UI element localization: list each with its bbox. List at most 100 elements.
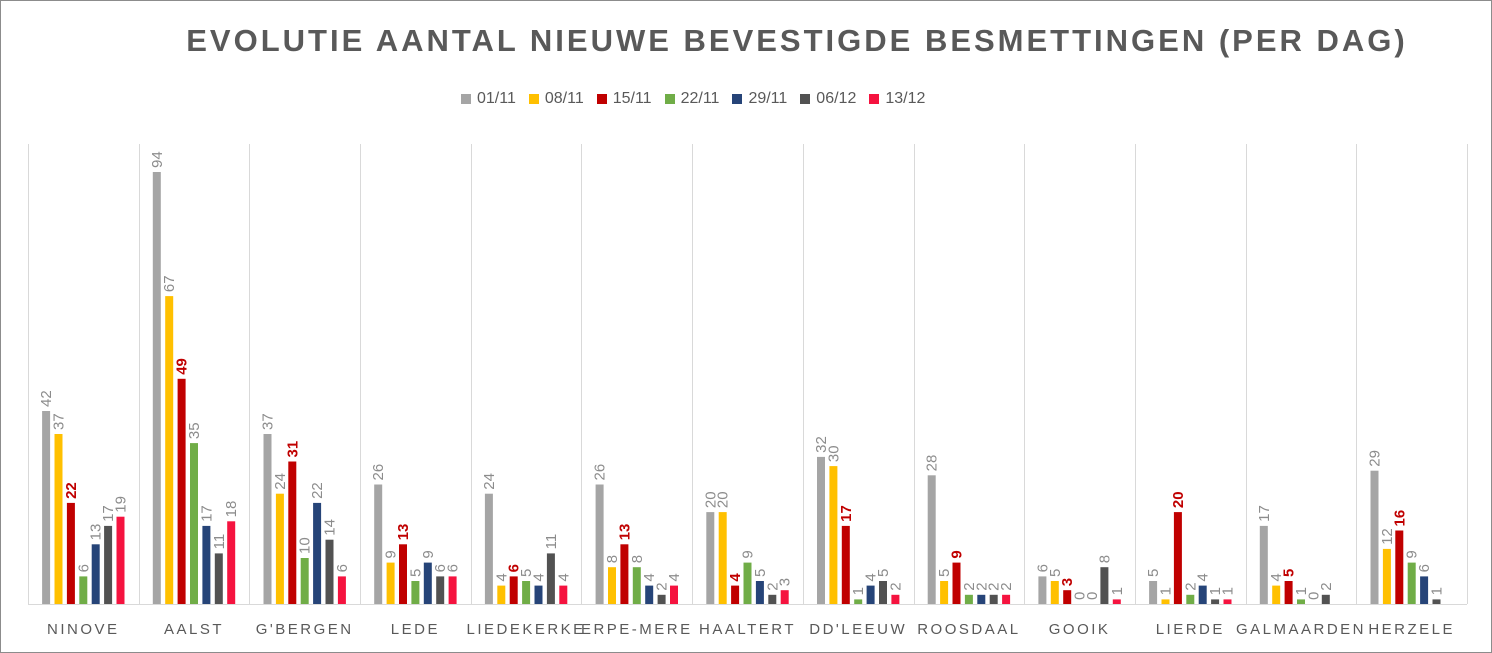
legend-swatch <box>869 94 880 104</box>
data-label: 0 <box>1084 592 1101 600</box>
category-label: NINOVE <box>47 621 120 638</box>
data-label: 35 <box>186 422 203 439</box>
data-label: 2 <box>1318 582 1335 590</box>
bar <box>1063 590 1072 604</box>
bar <box>116 516 125 604</box>
bar <box>1284 581 1293 604</box>
legend-label: 06/12 <box>816 90 857 107</box>
bar <box>1382 548 1391 604</box>
data-label: 17 <box>198 505 215 522</box>
data-label: 17 <box>1256 505 1273 522</box>
legend-item: 08/11 <box>528 90 584 108</box>
data-label: 4 <box>493 573 510 581</box>
bar <box>79 576 88 604</box>
data-label: 1 <box>1293 587 1310 595</box>
bar <box>1407 562 1416 604</box>
data-label: 4 <box>531 573 548 581</box>
bar <box>436 576 445 604</box>
data-label: 26 <box>370 464 387 481</box>
bar <box>1161 599 1170 604</box>
bar <box>1186 594 1195 604</box>
bar <box>1432 599 1441 604</box>
bar <box>977 594 986 604</box>
bar <box>546 553 555 604</box>
data-label: 4 <box>1195 573 1212 581</box>
bar <box>1050 581 1059 604</box>
data-label: 6 <box>334 564 351 572</box>
category-label: ERPE-MERE <box>581 621 693 638</box>
bar <box>595 484 604 604</box>
data-label: 42 <box>38 390 55 407</box>
data-label: 4 <box>727 573 744 582</box>
data-label: 8 <box>1096 555 1113 563</box>
bar <box>768 594 777 604</box>
bar <box>1100 567 1109 604</box>
bar <box>399 544 407 604</box>
category-label: GALMAARDEN <box>1236 621 1366 638</box>
bar <box>657 594 666 604</box>
bar <box>879 581 887 604</box>
legend: 01/11 08/11 15/11 22/11 29/11 06/12 13/12 <box>461 89 938 109</box>
legend-swatch <box>800 94 811 104</box>
bar <box>1272 585 1281 604</box>
bar <box>1112 599 1121 604</box>
bar <box>104 525 113 604</box>
bar <box>731 585 740 604</box>
bar <box>497 585 506 604</box>
data-label: 11 <box>543 534 560 550</box>
data-label: 10 <box>297 537 314 554</box>
data-label: 0 <box>1072 592 1089 600</box>
bar <box>1173 512 1182 604</box>
bar <box>509 576 518 604</box>
data-label: 20 <box>702 491 719 508</box>
data-label: 9 <box>1404 550 1421 558</box>
data-label: 9 <box>383 550 400 558</box>
bar <box>325 539 334 604</box>
data-label: 2 <box>1182 582 1199 590</box>
data-label: 22 <box>63 482 80 499</box>
data-label: 18 <box>223 501 240 518</box>
legend-label: 15/11 <box>612 90 652 107</box>
bar <box>300 558 309 604</box>
bar <box>952 562 961 604</box>
bar <box>743 562 752 604</box>
bar <box>190 443 198 604</box>
legend-item: 01/11 <box>461 90 516 108</box>
data-label: 4 <box>1268 573 1285 581</box>
category-label: LIERDE <box>1156 621 1225 638</box>
legend-item: 29/11 <box>732 90 787 108</box>
data-label: 49 <box>174 358 191 375</box>
bar <box>964 594 973 604</box>
data-label: 1 <box>1207 587 1224 595</box>
data-label: 1 <box>1109 587 1126 595</box>
chart-title: EVOLUTIE AANTAL NIEUWE BEVESTIGDE BESMET… <box>186 23 1408 58</box>
data-label: 9 <box>740 550 757 558</box>
bar <box>854 599 863 604</box>
legend-swatch <box>596 94 607 104</box>
data-label: 37 <box>51 413 68 430</box>
data-label: 37 <box>260 413 277 430</box>
category-label: DD'LEEUW <box>809 621 907 638</box>
legend-swatch <box>664 94 675 104</box>
data-label: 1 <box>850 587 867 595</box>
category-label: AALST <box>164 621 224 638</box>
bar <box>534 585 543 604</box>
data-label: 0 <box>1305 592 1322 600</box>
data-label: 6 <box>432 564 449 572</box>
data-label: 2 <box>764 582 781 590</box>
bar <box>1420 576 1429 604</box>
bar <box>522 581 531 604</box>
data-label: 13 <box>616 524 633 541</box>
data-label: 2 <box>998 582 1015 590</box>
bar <box>165 296 174 604</box>
bar <box>227 521 236 604</box>
bar <box>620 544 629 604</box>
bar <box>927 475 936 604</box>
bar <box>275 493 284 604</box>
bar <box>448 576 457 604</box>
data-label: 2 <box>973 582 990 590</box>
data-label: 20 <box>1170 491 1187 508</box>
bar <box>1297 599 1305 604</box>
legend-label: 13/12 <box>885 90 926 107</box>
